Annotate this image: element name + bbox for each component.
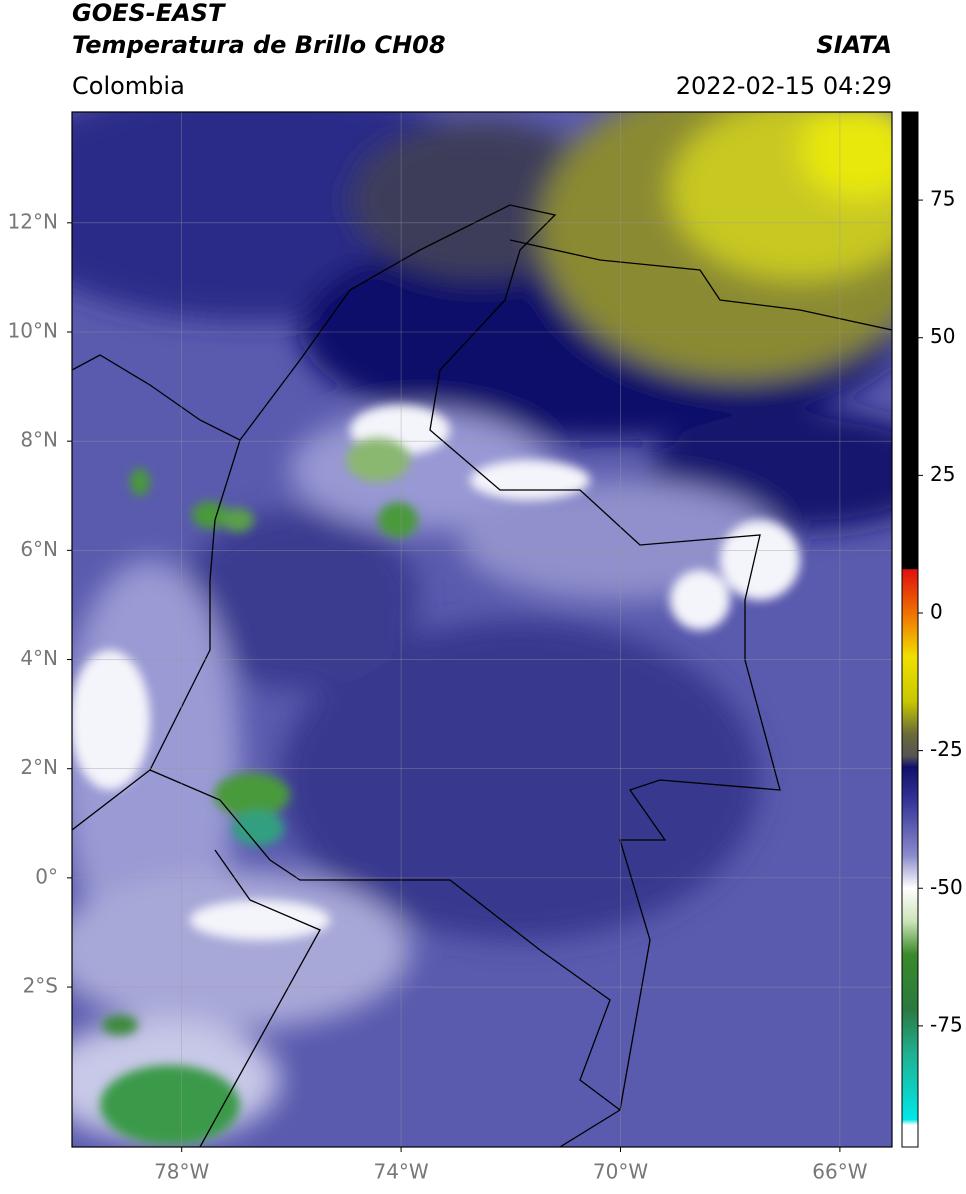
- colorbar-tick-label: 75: [930, 187, 955, 211]
- colorbar-tick-label: -75: [930, 1012, 963, 1036]
- lat-tick-label: 2°N: [20, 755, 58, 779]
- lat-tick-label: 0°: [35, 864, 58, 888]
- lat-tick-label: 4°N: [20, 646, 58, 670]
- lon-tick-label: 70°W: [593, 1160, 648, 1184]
- lat-tick-label: 2°S: [23, 974, 58, 998]
- lat-tick-label: 8°N: [20, 428, 58, 452]
- lat-tick-label: 6°N: [20, 537, 58, 561]
- colorbar-tick-label: -50: [930, 875, 963, 899]
- colorbar-tick-label: 0: [930, 599, 943, 623]
- source: SIATA: [816, 31, 892, 59]
- title: GOES-EAST: [72, 0, 226, 27]
- lon-tick-label: 66°W: [812, 1160, 867, 1184]
- map-frame: [71, 111, 893, 1148]
- title: Temperatura de Brillo CH08: [72, 31, 446, 59]
- satellite-image: [72, 112, 892, 1147]
- lon-tick-label: 78°W: [154, 1160, 209, 1184]
- colorbar-tick-label: 50: [930, 324, 955, 348]
- colorbar-tick-label: -25: [930, 737, 963, 761]
- lon-tick-label: 74°W: [373, 1160, 428, 1184]
- timestamp: 2022-02-15 04:29: [676, 72, 892, 100]
- lat-tick-label: 10°N: [8, 318, 58, 342]
- region: Colombia: [72, 72, 185, 100]
- lat-tick-label: 12°N: [8, 209, 58, 233]
- grid: [72, 112, 892, 1147]
- colorbar: [901, 111, 919, 1148]
- colorbar-tick-label: 25: [930, 462, 955, 486]
